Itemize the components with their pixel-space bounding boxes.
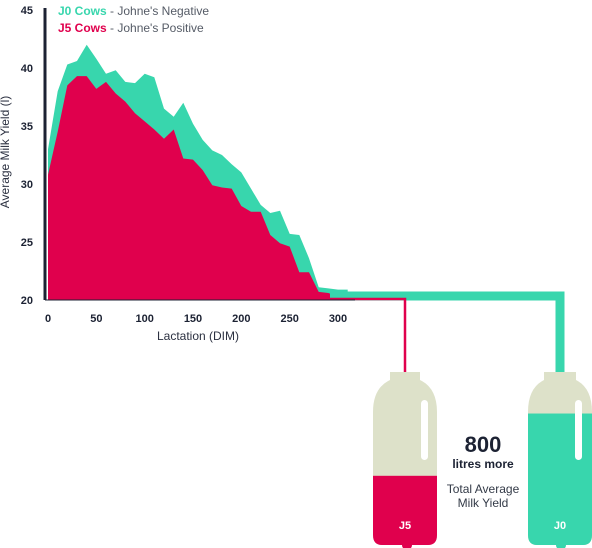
x-tick-label: 150 [184, 313, 202, 325]
bottle-j5: J5 [373, 372, 437, 548]
bottle-j0-label: J0 [554, 520, 566, 532]
y-tick-label: 30 [21, 179, 33, 191]
x-tick-labels: 0 50 100 150 200 250 300 [45, 313, 347, 325]
difference-value: 800 [465, 432, 502, 457]
y-tick-label: 20 [21, 295, 33, 307]
bottle-j5-handle [421, 400, 428, 460]
bottle-j5-fill [373, 475, 437, 548]
series-area-j5 [48, 76, 348, 300]
pipes [330, 291, 565, 485]
x-tick-label: 0 [45, 313, 51, 325]
y-tick-label: 25 [21, 237, 33, 249]
y-tick-label: 40 [21, 63, 33, 75]
bottle-j5-label: J5 [399, 520, 411, 532]
legend-entry-j5: J5 Cows - Johne's Positive [58, 21, 204, 35]
legend-entry-j0: J0 Cows - Johne's Negative [58, 4, 209, 18]
y-tick-labels: 20 25 30 35 40 45 [21, 5, 33, 307]
caption-line-1: Total Average [447, 482, 520, 496]
y-tick-label: 45 [21, 5, 33, 17]
x-tick-label: 50 [90, 313, 102, 325]
bottle-j0: J0 [528, 372, 592, 548]
x-axis-label: Lactation (DIM) [157, 329, 239, 343]
x-tick-label: 100 [135, 313, 153, 325]
legend-j0-name: J0 Cows [58, 4, 107, 18]
legend-j5-desc: - Johne's Positive [107, 21, 204, 35]
legend-j0-desc: - Johne's Negative [107, 4, 210, 18]
legend-j5-name: J5 Cows [58, 21, 107, 35]
caption-line-2: Milk Yield [458, 496, 509, 510]
difference-annotation: 800 litres more Total Average Milk Yield [447, 432, 520, 510]
plot-area [48, 44, 348, 300]
x-tick-label: 300 [329, 313, 347, 325]
pipe-j0 [330, 291, 565, 430]
y-axis-label: Average Milk Yield (l) [0, 96, 12, 209]
x-tick-label: 200 [232, 313, 250, 325]
y-tick-label: 35 [21, 121, 33, 133]
x-tick-label: 250 [280, 313, 298, 325]
bottle-j0-handle [575, 400, 582, 460]
legend: J0 Cows - Johne's Negative J5 Cows - Joh… [58, 4, 209, 35]
difference-text: litres more [452, 457, 514, 471]
